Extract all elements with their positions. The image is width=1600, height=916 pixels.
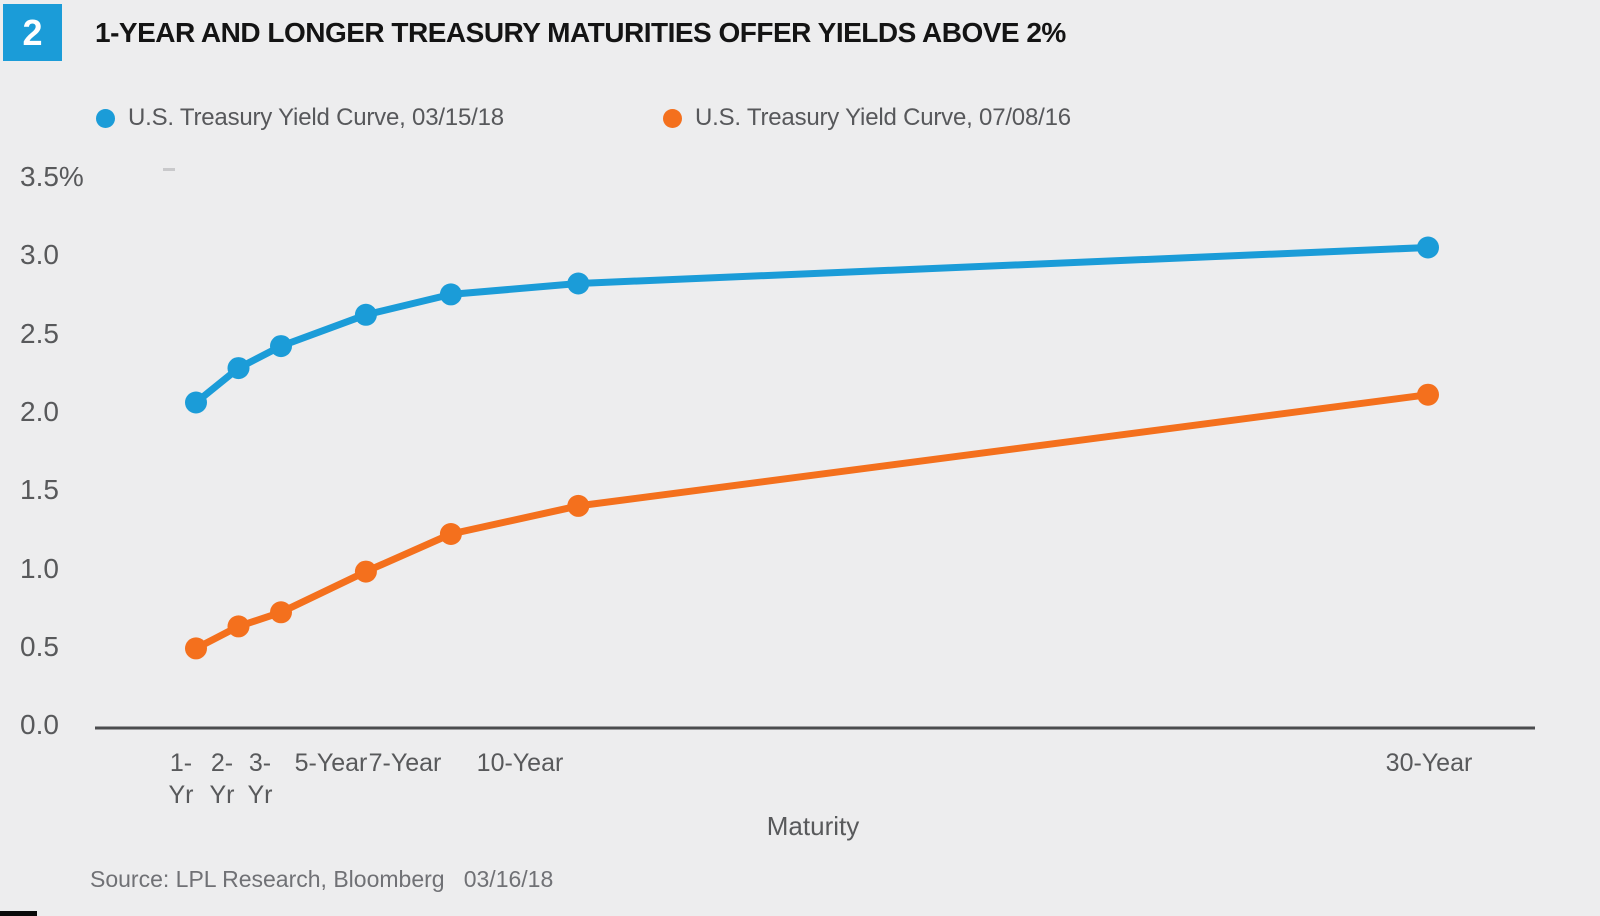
x-tick-label: 7-Year (368, 749, 442, 777)
y-tick-label: 3.0 (20, 239, 59, 271)
data-point (439, 283, 462, 306)
legend-marker-orange-icon (663, 108, 682, 128)
data-point (439, 523, 462, 545)
x-tick-label: 10-Year (476, 749, 564, 777)
y-tick-label: 2.0 (20, 395, 59, 427)
legend-label-series1: U.S. Treasury Yield Curve, 03/15/18 (128, 104, 504, 131)
series-line-1 (192, 244, 1432, 406)
series-line-2 (192, 391, 1432, 652)
stray-tick-artifact (163, 168, 175, 171)
data-point (567, 494, 590, 517)
x-axis-title: Maturity (766, 811, 860, 841)
y-tick-label: 0.0 (20, 709, 59, 741)
legend-item-series1: U.S. Treasury Yield Curve, 03/15/18 (96, 103, 504, 133)
data-point (270, 601, 292, 624)
legend-label-series2: U.S. Treasury Yield Curve, 07/08/16 (695, 104, 1071, 131)
x-tick-label: 5-Year (294, 749, 368, 777)
data-point (185, 637, 207, 660)
y-tick-label: 1.0 (20, 552, 59, 584)
data-point (185, 391, 207, 414)
x-tick-label: 3- Yr (247, 749, 273, 809)
y-tick-label: 0.5 (20, 630, 59, 662)
data-point (270, 335, 292, 358)
data-point (227, 357, 250, 380)
y-tick-label: 2.5 (20, 317, 59, 349)
data-point (227, 615, 250, 638)
chart-title: 1-YEAR AND LONGER TREASURY MATURITIES OF… (95, 17, 1066, 48)
data-point (1417, 383, 1439, 406)
figure-number-badge: 2 (3, 4, 62, 61)
legend-marker-blue-icon (96, 108, 115, 128)
x-tick-label: 2- Yr (209, 749, 235, 809)
data-point (1417, 236, 1439, 259)
x-tick-label: 1- Yr (168, 749, 194, 809)
corner-artifact (0, 911, 37, 916)
legend-item-series2: U.S. Treasury Yield Curve, 07/08/16 (663, 103, 1071, 133)
source-note: Source: LPL Research, Bloomberg 03/16/18 (90, 866, 554, 892)
y-tick-label: 1.5 (20, 474, 59, 506)
data-point (354, 560, 377, 583)
data-point (567, 272, 590, 295)
data-point (354, 303, 377, 326)
y-tick-label: 3.5% (20, 161, 84, 192)
x-tick-label: 30-Year (1385, 749, 1473, 777)
